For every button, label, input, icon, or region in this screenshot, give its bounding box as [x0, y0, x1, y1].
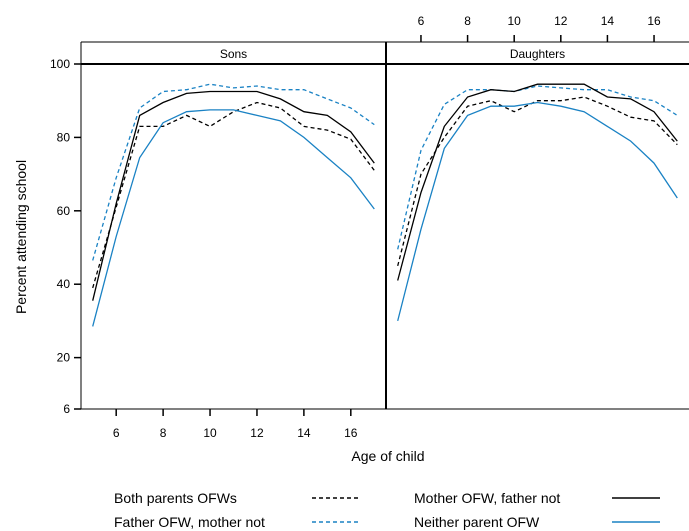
x-axis-title: Age of child: [351, 448, 424, 464]
y-tick-label: 60: [57, 204, 71, 218]
legend: Both parents OFWs Father OFW, mother not M…: [114, 490, 660, 530]
panel-sons: Sons 6 8 10 12 14 16 6 20 40 60 80 100: [50, 41, 386, 440]
series-line-mother: [92, 90, 375, 301]
series-line-neither: [92, 109, 375, 327]
x-tick-label: 16: [344, 426, 358, 440]
panel-title: Daughters: [510, 47, 565, 61]
panel-title: Sons: [220, 47, 247, 61]
x-tick-label: 16: [647, 14, 661, 28]
x-tick-label: 6: [113, 426, 120, 440]
x-tick-label: 14: [297, 426, 311, 440]
x-tick-label: 6: [418, 14, 425, 28]
series-line-father: [397, 85, 678, 250]
legend-label-neither: Neither parent OFW: [414, 514, 540, 530]
y-tick-label: 20: [57, 351, 71, 365]
y-tick-label: 100: [50, 57, 70, 71]
panels: Sons 6 8 10 12 14 16 6 20 40 60 80 100 Daughters 6 8 10 1…: [50, 14, 689, 440]
y-tick-label: 6: [63, 402, 70, 416]
legend-label-mother: Mother OFW, father not: [414, 490, 560, 506]
y-tick-label: 80: [57, 130, 71, 144]
x-tick-label: 10: [508, 14, 522, 28]
x-tick-label: 8: [464, 14, 471, 28]
x-tick-label: 12: [554, 14, 568, 28]
legend-label-father: Father OFW, mother not: [114, 514, 265, 530]
x-tick-label: 14: [601, 14, 615, 28]
series-line-father: [92, 83, 375, 261]
x-tick-label: 12: [250, 426, 264, 440]
series-line-both: [92, 101, 375, 289]
series-line-neither: [397, 101, 678, 322]
panel-daughters: Daughters 6 8 10 12 14 16: [385, 14, 689, 410]
y-axis-title: Percent attending school: [13, 160, 29, 314]
series-line-mother: [397, 83, 678, 281]
y-tick-label: 40: [57, 277, 71, 291]
legend-label-both: Both parents OFWs: [114, 490, 237, 506]
x-tick-label: 8: [160, 426, 167, 440]
series-line-both: [397, 96, 678, 267]
x-tick-label: 10: [203, 426, 217, 440]
